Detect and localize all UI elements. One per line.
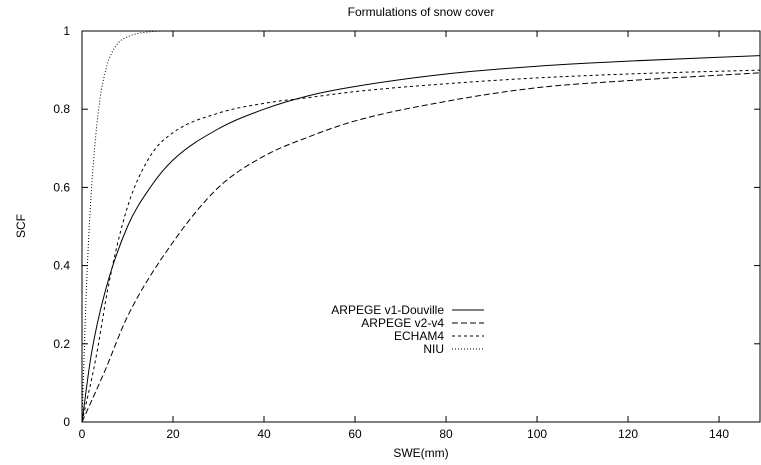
x-tick-label: 0 bbox=[79, 427, 86, 441]
x-tick-label: 60 bbox=[348, 427, 362, 441]
chart-title: Formulations of snow cover bbox=[348, 5, 495, 19]
y-tick-label: 0.8 bbox=[53, 102, 70, 116]
legend-label: ECHAM4 bbox=[394, 329, 444, 343]
y-tick-label: 1 bbox=[63, 24, 70, 38]
y-tick-label: 0 bbox=[63, 415, 70, 429]
plot-frame bbox=[81, 30, 761, 423]
y-tick-label: 0.6 bbox=[53, 180, 70, 194]
y-axis-label: SCF bbox=[14, 214, 28, 238]
x-tick-label: 80 bbox=[439, 427, 453, 441]
x-tick-label: 140 bbox=[709, 427, 729, 441]
series-line-niu bbox=[81, 30, 174, 423]
series-line-arpege-v1-douville bbox=[81, 55, 761, 423]
x-tick-label: 100 bbox=[527, 427, 547, 441]
series-lines bbox=[81, 30, 761, 423]
axis-tick-labels: 0 20 40 60 80 100 120 140 0 0.2 0.4 0.6 0.8 1 bbox=[53, 24, 729, 441]
x-tick-label: 120 bbox=[618, 427, 638, 441]
y-tick-label: 0.2 bbox=[53, 337, 70, 351]
axis-ticks bbox=[81, 30, 760, 423]
x-axis-label: SWE(mm) bbox=[393, 446, 448, 460]
x-tick-label: 40 bbox=[257, 427, 271, 441]
series-line-arpege-v2-v4 bbox=[81, 72, 761, 423]
legend-label: NIU bbox=[423, 342, 444, 356]
series-line-echam4 bbox=[81, 69, 761, 423]
y-tick-label: 0.4 bbox=[53, 259, 70, 273]
x-tick-label: 20 bbox=[166, 427, 180, 441]
legend-label: ARPEGE v1-Douville bbox=[331, 303, 444, 317]
legend-label: ARPEGE v2-v4 bbox=[361, 316, 444, 330]
